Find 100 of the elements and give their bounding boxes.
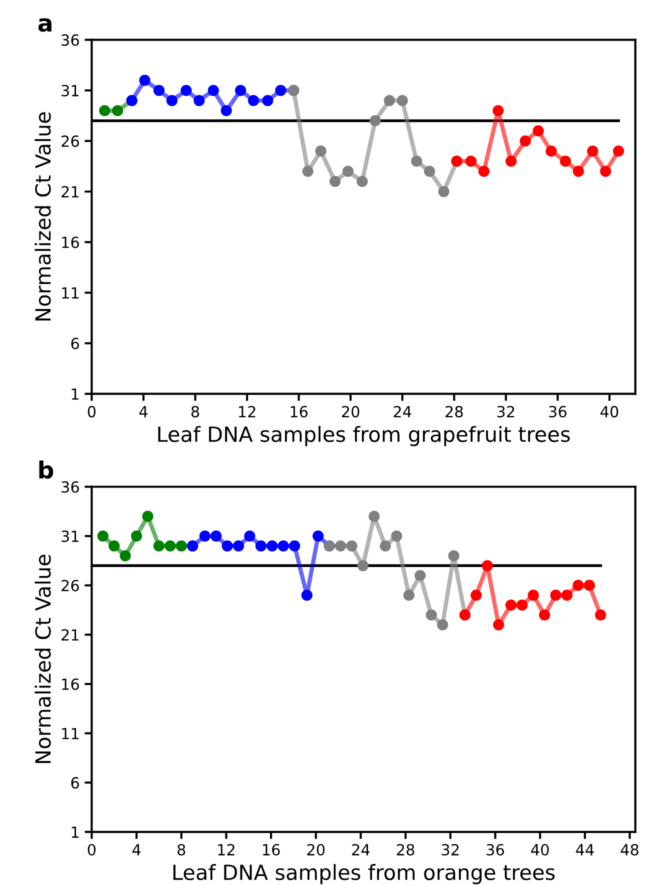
point xyxy=(334,540,346,552)
point xyxy=(560,156,572,167)
x-tick-label: 36 xyxy=(549,406,566,418)
y-tick-label: 16 xyxy=(62,678,79,690)
x-tick-label: 36 xyxy=(486,844,504,856)
point xyxy=(357,560,369,572)
point xyxy=(539,609,550,621)
point xyxy=(232,540,244,552)
point xyxy=(532,125,544,136)
point xyxy=(108,540,120,552)
point xyxy=(235,84,246,96)
point xyxy=(482,560,493,572)
point xyxy=(164,540,176,552)
point xyxy=(438,186,450,198)
point xyxy=(222,540,233,552)
point xyxy=(595,609,606,621)
point xyxy=(199,530,210,542)
point xyxy=(436,619,448,630)
point xyxy=(478,166,490,177)
x-tick-label: 24 xyxy=(352,844,370,856)
x-tick-label: 32 xyxy=(497,406,514,418)
point xyxy=(465,156,477,167)
y-tick-label: 36 xyxy=(62,34,79,46)
x-tick-label: 24 xyxy=(394,406,412,418)
point xyxy=(550,590,562,601)
point xyxy=(210,530,222,542)
point xyxy=(278,540,289,552)
point xyxy=(448,550,460,562)
point xyxy=(130,530,142,542)
y-tick-label: 36 xyxy=(62,481,79,493)
x-tick-label: 12 xyxy=(238,406,256,418)
x-tick-label: 0 xyxy=(88,844,96,856)
chart-title: a xyxy=(38,18,52,32)
point xyxy=(342,166,354,177)
point xyxy=(506,156,517,167)
point xyxy=(368,510,380,522)
point xyxy=(505,600,516,611)
point xyxy=(289,540,300,552)
y-tick-label: 21 xyxy=(62,629,78,640)
point xyxy=(139,74,150,86)
x-axis-title: Leaf DNA samples from orange trees xyxy=(173,864,555,884)
y-tick-label: 11 xyxy=(62,728,78,740)
point xyxy=(142,510,154,522)
point xyxy=(403,590,414,601)
x-tick-label: 8 xyxy=(191,406,200,418)
y-tick-label: 6 xyxy=(71,777,79,789)
y-tick-label: 26 xyxy=(62,135,79,147)
point xyxy=(414,570,426,582)
x-tick-label: 4 xyxy=(132,844,141,856)
x-tick-label: 0 xyxy=(88,406,96,418)
point xyxy=(120,550,131,562)
x-tick-label: 44 xyxy=(576,844,594,856)
point xyxy=(493,619,504,630)
point xyxy=(572,166,584,177)
point xyxy=(255,540,267,552)
point xyxy=(600,166,612,177)
y-tick-label: 31 xyxy=(62,530,78,542)
chart-title: b xyxy=(39,460,54,479)
y-axis-title: Normalized Ct Value xyxy=(34,112,51,320)
y-axis-title: Normalized Ct Value xyxy=(34,554,51,763)
point xyxy=(153,540,165,552)
point xyxy=(470,590,482,601)
x-tick-label: 20 xyxy=(342,406,360,418)
x-tick-label: 40 xyxy=(600,406,618,418)
point xyxy=(194,94,205,106)
point xyxy=(546,146,557,157)
y-tick-label: 1 xyxy=(72,388,78,400)
point xyxy=(612,146,624,157)
point xyxy=(99,105,110,116)
point xyxy=(356,176,368,187)
point xyxy=(153,84,165,96)
x-tick-label: 32 xyxy=(442,844,459,856)
y-tick-label: 21 xyxy=(62,186,78,198)
point xyxy=(424,166,436,177)
y-tick-label: 31 xyxy=(62,84,78,96)
x-tick-label: 8 xyxy=(178,844,186,856)
point xyxy=(302,166,314,177)
x-tick-label: 16 xyxy=(263,844,280,856)
x-axis-title: Leaf DNA samples from grapefruit trees xyxy=(158,426,570,446)
y-tick-label: 11 xyxy=(62,287,78,298)
x-tick-label: 48 xyxy=(620,844,638,856)
point xyxy=(528,590,539,601)
point xyxy=(391,530,402,542)
point xyxy=(180,84,192,96)
point xyxy=(301,590,312,601)
y-tick-label: 26 xyxy=(62,580,79,592)
point xyxy=(572,580,584,591)
y-tick-label: 1 xyxy=(72,826,78,838)
point xyxy=(112,105,124,116)
x-tick-label: 20 xyxy=(307,844,325,856)
x-tick-label: 4 xyxy=(139,406,148,418)
point xyxy=(176,540,187,552)
point xyxy=(97,530,108,542)
point xyxy=(587,146,598,157)
point xyxy=(220,105,232,116)
point xyxy=(380,540,391,552)
y-tick-label: 6 xyxy=(71,338,79,350)
point xyxy=(244,530,256,542)
point xyxy=(492,105,504,116)
point xyxy=(208,84,219,96)
